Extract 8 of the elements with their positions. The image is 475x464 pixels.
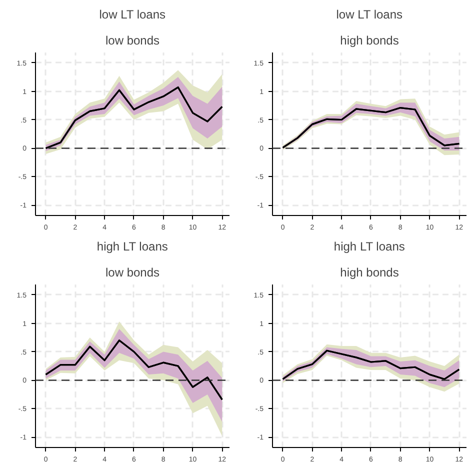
chart-title: high LT loans xyxy=(334,240,405,254)
chart-title: low LT loans xyxy=(99,8,166,22)
chart-subtitle: low bonds xyxy=(105,34,160,48)
chart-title: high LT loans xyxy=(96,240,168,254)
chart-subtitle: high bonds xyxy=(340,266,399,280)
chart-title: low LT loans xyxy=(336,8,403,22)
chart-subtitle: high bonds xyxy=(340,34,399,48)
chart-subtitle: low bonds xyxy=(105,266,160,280)
